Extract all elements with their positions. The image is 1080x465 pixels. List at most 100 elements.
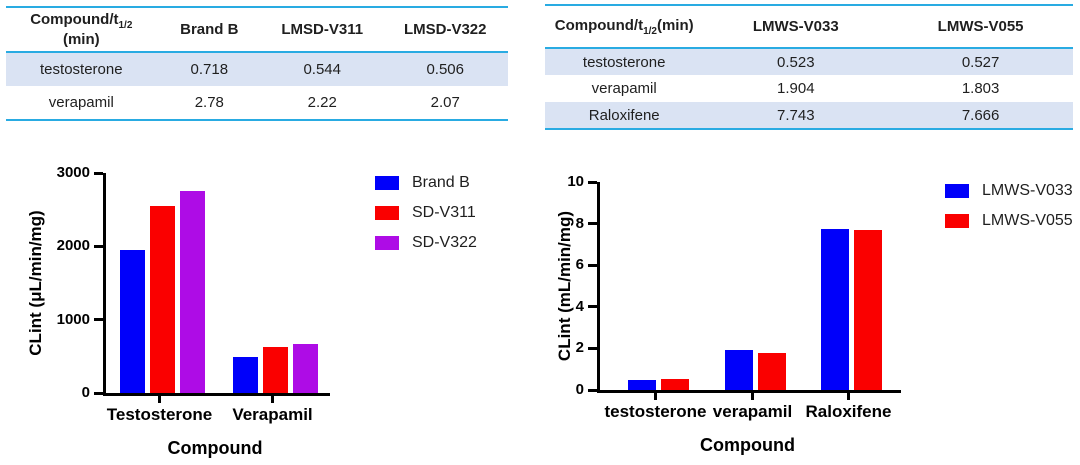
y-tick-label: 3000 xyxy=(56,164,90,181)
table-row: Raloxifene 7.743 7.666 xyxy=(545,102,1073,129)
halflife-value: 1.803 xyxy=(961,80,1000,97)
compound-name: Raloxifene xyxy=(588,106,660,124)
bar-verapamil-lmws-v055 xyxy=(758,352,786,390)
y-axis-tick xyxy=(588,388,597,392)
plot-area xyxy=(103,173,330,396)
y-axis-tick xyxy=(588,346,597,350)
header-text: (min) xyxy=(62,31,100,48)
halflife-value: 7.743 xyxy=(777,106,815,124)
y-axis-tick xyxy=(94,318,103,322)
legend-swatch-sd-v311 xyxy=(375,206,399,220)
legend-swatch-brand b xyxy=(375,176,399,190)
compound-name: testosterone xyxy=(40,61,123,78)
column-header: LMSD-V311 xyxy=(281,21,364,38)
y-tick-label: 1000 xyxy=(56,310,90,328)
bar-verapamil-sd-v311 xyxy=(263,346,288,393)
x-axis-title: Compound xyxy=(700,435,795,455)
compound-name: testosterone xyxy=(582,53,666,71)
y-tick-label: 0 xyxy=(575,381,584,398)
header-subscript: 1/2 xyxy=(643,25,657,37)
x-axis-tick xyxy=(847,393,850,400)
table-header-row: Compound/t1/2 (min) Brand B LMSD-V311 LM… xyxy=(6,7,508,52)
legend-item: LMWS-V033 xyxy=(945,183,1073,199)
y-tick-label: 8 xyxy=(575,214,584,232)
y-tick-label: 6 xyxy=(575,256,584,274)
column-header: LMWS-V033 xyxy=(752,18,839,35)
bar-testosterone-brand b xyxy=(120,250,145,393)
halflife-value: 1.904 xyxy=(777,80,815,97)
table-row: testosterone 0.523 0.527 xyxy=(545,48,1073,75)
legend-label: SD-V311 xyxy=(412,204,476,221)
halflife-value: 0.544 xyxy=(303,61,341,78)
bar-chart-hepatocyte-clint: CLint (mL/min/mg) Compound LMWS-V033 LMWS… xyxy=(540,150,1080,465)
bar-verapamil-brand b xyxy=(233,357,258,393)
column-header: Brand B xyxy=(180,21,239,38)
halflife-value: 7.666 xyxy=(961,106,1000,124)
legend-item: LMWS-V055 xyxy=(945,213,1073,229)
header-text: Compound/t xyxy=(30,11,119,28)
y-tick-label: 2000 xyxy=(56,237,90,255)
compound-name: verapamil xyxy=(48,94,114,111)
x-axis-tick xyxy=(751,393,754,400)
plot-area xyxy=(597,182,901,393)
halflife-value: 0.506 xyxy=(426,61,464,78)
legend-item: SD-V322 xyxy=(375,235,477,251)
x-axis-title: Compound xyxy=(167,438,263,458)
halflife-value: 2.78 xyxy=(194,94,224,111)
y-axis-tick xyxy=(94,391,103,395)
column-header: LMSD-V322 xyxy=(403,21,487,38)
x-category-label: verapamil xyxy=(712,402,793,421)
x-axis-tick xyxy=(158,396,161,403)
y-tick-label: 0 xyxy=(81,384,90,401)
halflife-value: 0.523 xyxy=(777,53,815,71)
y-axis-tick xyxy=(588,180,597,184)
table-row: verapamil 2.78 2.22 2.07 xyxy=(6,86,508,120)
table-row: testosterone 0.718 0.544 0.506 xyxy=(6,52,508,86)
halflife-value: 0.527 xyxy=(961,53,1000,71)
legend-swatch-lmws-v033 xyxy=(945,184,969,198)
legend-item: SD-V311 xyxy=(375,205,477,221)
bar-verapamil-lmws-v033 xyxy=(725,350,753,390)
legend-item: Brand B xyxy=(375,175,477,191)
halflife-table-left: Compound/t1/2 (min) Brand B LMSD-V311 LM… xyxy=(6,6,508,121)
legend-label: Brand B xyxy=(412,174,470,191)
header-text: (min) xyxy=(656,16,694,34)
bar-raloxifene-lmws-v033 xyxy=(821,229,849,390)
column-header-compound: Compound/t1/2(min) xyxy=(545,5,703,48)
header-subscript: 1/2 xyxy=(118,20,133,31)
column-header: LMWS-V055 xyxy=(937,18,1024,35)
halflife-value: 2.07 xyxy=(430,94,460,111)
x-category-label: testosterone xyxy=(604,402,707,421)
table-header-row: Compound/t1/2(min) LMWS-V033 LMWS-V055 xyxy=(545,5,1073,48)
halflife-value: 0.718 xyxy=(190,61,229,78)
legend-swatch-lmws-v055 xyxy=(945,214,969,228)
y-axis-tick xyxy=(588,222,597,226)
header-text: Compound/t xyxy=(554,16,644,34)
y-tick-label: 4 xyxy=(575,297,584,315)
bar-chart-microsomal-clint: CLint (μL/min/mg) Compound Brand B SD-V31… xyxy=(0,150,535,465)
y-axis-title: CLint (μL/min/mg) xyxy=(26,210,45,356)
x-category-label: Raloxifene xyxy=(805,402,892,421)
y-axis-tick xyxy=(588,263,597,267)
legend-label: LMWS-V033 xyxy=(982,182,1073,199)
column-header-compound: Compound/t1/2 (min) xyxy=(6,7,157,52)
x-axis-tick xyxy=(654,393,657,400)
chart-legend: Brand B SD-V311 SD-V322 xyxy=(375,175,477,265)
bar-raloxifene-lmws-v055 xyxy=(854,230,882,390)
x-category-label: Verapamil xyxy=(232,405,313,424)
y-tick-label: 2 xyxy=(575,339,584,357)
x-axis-tick xyxy=(271,396,274,403)
legend-label: LMWS-V055 xyxy=(982,212,1073,229)
bar-verapamil-sd-v322 xyxy=(293,343,318,393)
y-tick-label: 10 xyxy=(567,173,584,190)
halflife-value: 2.22 xyxy=(307,94,337,111)
chart-legend: LMWS-V033 LMWS-V055 xyxy=(945,183,1073,243)
table-row: verapamil 1.904 1.803 xyxy=(545,75,1073,102)
bar-testosterone-sd-v311 xyxy=(150,206,175,393)
y-axis-tick xyxy=(94,244,103,248)
compound-name: verapamil xyxy=(591,80,657,97)
legend-label: SD-V322 xyxy=(412,234,477,251)
bar-testosterone-sd-v322 xyxy=(180,191,205,393)
bar-testosterone-lmws-v033 xyxy=(628,379,656,390)
